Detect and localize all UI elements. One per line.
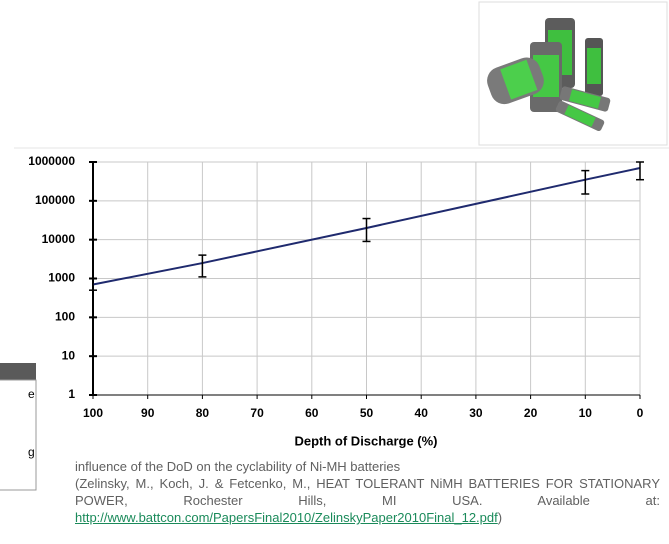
error-bar	[636, 162, 644, 180]
x-tick-label: 30	[469, 406, 483, 420]
x-tick-label: 40	[415, 406, 429, 420]
x-tick-label: 0	[637, 406, 644, 420]
caption: influence of the DoD on the cyclability …	[75, 458, 660, 526]
x-axis-title: Depth of Discharge (%)	[294, 433, 437, 448]
error-bar	[363, 219, 371, 242]
y-tick-label: 100	[55, 310, 75, 324]
x-tick-label: 70	[250, 406, 264, 420]
x-tick-label: 50	[360, 406, 374, 420]
x-tick-label: 10	[579, 406, 593, 420]
y-tick-label: 10000	[42, 232, 76, 246]
link[interactable]: http://www.battcon.com/PapersFinal2010/Z…	[75, 510, 498, 525]
x-tick-label: 20	[524, 406, 538, 420]
y-tick-label: 1000000	[28, 154, 75, 168]
side-text: e	[28, 387, 35, 401]
y-tick-label: 1	[68, 387, 75, 401]
x-tick-label: 60	[305, 406, 319, 420]
y-tick-label: 1000	[48, 271, 75, 285]
x-tick-label: 80	[196, 406, 210, 420]
citation: (Zelinsky, M., Koch, J. & Fetcenko, M., …	[75, 475, 660, 509]
x-tick-label: 90	[141, 406, 155, 420]
side-text: g	[28, 445, 35, 459]
closing: )	[498, 510, 502, 525]
side-bar	[0, 363, 36, 380]
error-bar	[198, 255, 206, 277]
battery-image	[479, 2, 667, 145]
page: {"chart_data": {"type": "line", "x_label…	[0, 0, 669, 544]
y-tick-label: 10	[62, 348, 76, 362]
error-bar	[581, 171, 589, 194]
caption-title: influence of the DoD on the cyclability …	[75, 458, 660, 475]
y-tick-label: 100000	[35, 193, 75, 207]
x-tick-label: 100	[83, 406, 103, 420]
